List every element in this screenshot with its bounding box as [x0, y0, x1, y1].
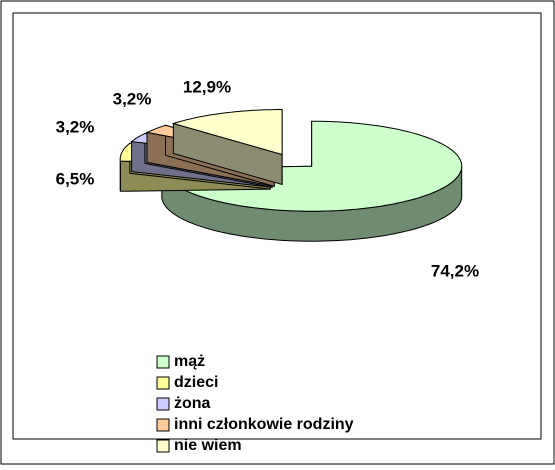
- legend-label: mąż: [174, 353, 205, 370]
- data-label: 12,9%: [183, 77, 231, 96]
- data-label: 6,5%: [56, 169, 95, 188]
- legend-label: nie wiem: [174, 437, 242, 454]
- legend-swatch: [157, 377, 169, 389]
- legend-label: żona: [174, 395, 211, 412]
- legend-swatch: [157, 440, 169, 452]
- legend-swatch: [157, 356, 169, 368]
- legend-label: dzieci: [174, 374, 218, 391]
- data-label: 74,2%: [431, 261, 479, 280]
- data-label: 3,2%: [56, 117, 95, 136]
- legend-swatch: [157, 398, 169, 410]
- legend-swatch: [157, 419, 169, 431]
- data-label: 3,2%: [113, 89, 152, 108]
- legend-label: inni członkowie rodziny: [174, 416, 354, 433]
